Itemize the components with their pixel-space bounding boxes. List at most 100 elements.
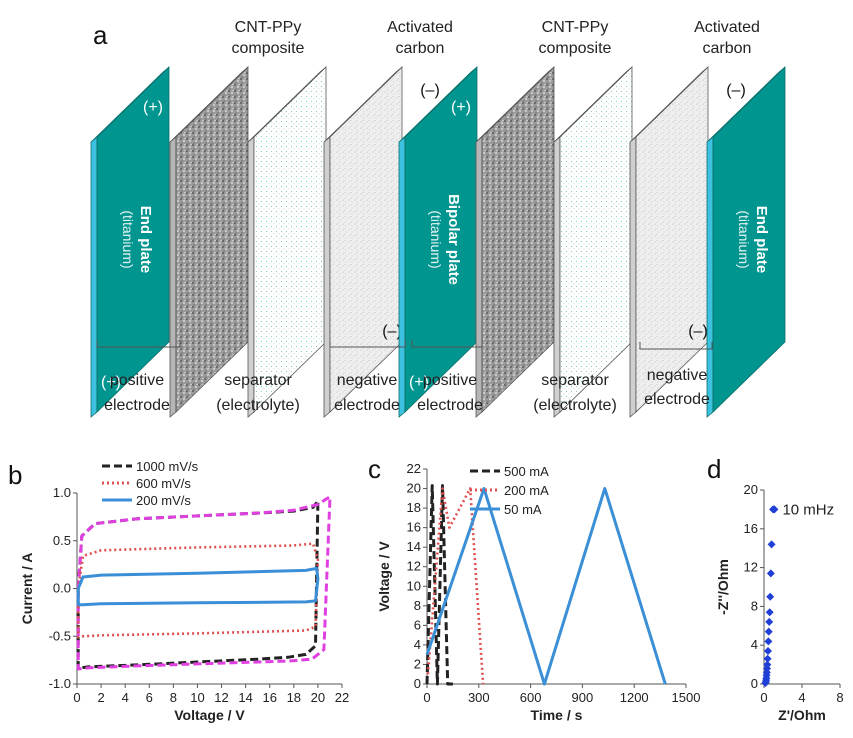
layer-side xyxy=(706,136,714,418)
layer-1: End plate(titanium) (+) (+) xyxy=(90,66,170,418)
y-tick-label: 0.0 xyxy=(53,581,71,596)
y-tick-label: 0 xyxy=(414,676,421,691)
x-tick-label: 18 xyxy=(287,690,301,705)
x-axis-title: Voltage / V xyxy=(174,707,245,723)
y-tick-label: 16 xyxy=(407,520,421,535)
top-label-1-line2: composite xyxy=(232,40,305,57)
x-tick-label: 16 xyxy=(262,690,276,705)
series-line-2 xyxy=(426,487,485,685)
minus-sign-bottom: (–) xyxy=(382,323,402,340)
x-tick-label: 0 xyxy=(73,690,80,705)
layer-top-edge xyxy=(629,66,709,143)
x-tick-label: 600 xyxy=(520,690,542,705)
layer-2 xyxy=(169,66,249,418)
bottom-label-1: positive electrode xyxy=(104,372,170,414)
series-line-3 xyxy=(425,487,667,686)
layer-top-edge xyxy=(706,66,786,143)
bottom-label-1-line1: positive xyxy=(110,372,164,389)
top-label-4: Activated carbon xyxy=(694,19,760,57)
x-tick-label: 1200 xyxy=(620,690,649,705)
x-tick-label: 1500 xyxy=(672,690,701,705)
bottom-label-3-line2: electrode xyxy=(334,397,400,414)
panel-d-letter: d xyxy=(707,454,721,484)
plus-sign-top: (+) xyxy=(451,99,471,116)
layer-face xyxy=(175,66,249,413)
data-point xyxy=(764,637,773,646)
plate-title: End plate xyxy=(137,206,154,274)
y-tick-label: 12 xyxy=(744,560,758,575)
layer-top-edge xyxy=(475,66,555,143)
y-tick-label: 12 xyxy=(407,559,421,574)
top-label-3-line2: composite xyxy=(539,40,612,57)
y-tick-label: 14 xyxy=(407,539,421,554)
data-point xyxy=(770,505,779,514)
series-line-2 xyxy=(76,495,332,671)
layer-face xyxy=(635,66,709,413)
x-tick-label: 6 xyxy=(146,690,153,705)
minus-sign-top: (–) xyxy=(726,82,746,99)
top-label-4-line1: Activated xyxy=(694,19,760,36)
bottom-brackets xyxy=(96,340,713,350)
legend-label: 500 mA xyxy=(504,464,549,479)
plate-subtitle: (titanium) xyxy=(736,210,752,268)
plate-subtitle: (titanium) xyxy=(428,210,444,268)
y-tick-label: -1.0 xyxy=(49,676,71,691)
bottom-label-4-line1: positive xyxy=(423,372,477,389)
plus-sign-bottom: (+) xyxy=(409,374,429,391)
plus-sign-top: (+) xyxy=(143,99,163,116)
y-tick-label: 0.5 xyxy=(53,533,71,548)
panel-b-letter: b xyxy=(8,460,22,490)
y-tick-label: 0 xyxy=(751,676,758,691)
data-point xyxy=(765,617,774,626)
y-tick-label: 8 xyxy=(751,598,758,613)
layer-face xyxy=(329,66,403,413)
x-tick-label: 2 xyxy=(97,690,104,705)
bottom-label-3: negative electrode xyxy=(334,372,400,414)
y-tick-label: 4 xyxy=(751,637,758,652)
y-tick-label: 10 xyxy=(407,578,421,593)
y-tick-label: 6 xyxy=(414,617,421,632)
top-label-1: CNT-PPy composite xyxy=(232,19,305,57)
layer-side xyxy=(323,136,331,418)
series-line-1 xyxy=(425,484,453,686)
plate-title: End plate xyxy=(753,206,770,274)
x-tick-label: 22 xyxy=(335,690,349,705)
layer-6 xyxy=(475,66,555,418)
data-point xyxy=(765,608,774,617)
y-axis-title: Voltage / V xyxy=(376,541,392,612)
x-tick-label: 4 xyxy=(122,690,129,705)
x-tick-label: 900 xyxy=(572,690,594,705)
x-tick-label: 14 xyxy=(238,690,252,705)
chart-c: 0 300 600 900 1200 1500 0 2 4 6 8 10 12 14 16 18 20 22 Tim… xyxy=(376,461,700,723)
bottom-label-4-line2: electrode xyxy=(417,397,483,414)
legend-label: 200 mV/s xyxy=(136,493,191,508)
top-label-2-line1: Activated xyxy=(387,19,453,36)
plus-sign-bottom: (+) xyxy=(101,374,121,391)
y-tick-label: 22 xyxy=(407,461,421,476)
data-point xyxy=(764,627,773,636)
layer-top-edge xyxy=(90,66,170,143)
layer-face xyxy=(481,66,555,413)
chart-d: 0 4 8 0 4 8 12 16 20 Z'/Ohm -Z''/Ohm 10 mHz xyxy=(715,482,844,723)
y-tick-label: 1.0 xyxy=(53,485,71,500)
bottom-label-2-line2: (electrolyte) xyxy=(216,397,300,414)
legend-label: 1000 mV/s xyxy=(136,459,199,474)
y-tick-label: 20 xyxy=(744,482,758,497)
x-tick-label: 4 xyxy=(798,690,805,705)
layer-face xyxy=(253,66,327,413)
bottom-label-6-line2: electrode xyxy=(644,391,710,408)
data-point xyxy=(767,540,776,549)
x-tick-label: 8 xyxy=(836,690,843,705)
annotation-label: 10 mHz xyxy=(782,501,834,518)
minus-sign-top: (–) xyxy=(420,82,440,99)
layer-5: Bipolar plate(titanium) (+) (+) xyxy=(398,66,478,418)
top-label-2-line2: carbon xyxy=(396,40,445,57)
x-tick-label: 0 xyxy=(760,690,767,705)
layer-side xyxy=(169,136,177,418)
data-point xyxy=(766,592,775,601)
data-point xyxy=(766,569,775,578)
series-line-3 xyxy=(76,542,320,639)
x-tick-label: 20 xyxy=(311,690,325,705)
y-axis-title: -Z''/Ohm xyxy=(715,559,731,615)
